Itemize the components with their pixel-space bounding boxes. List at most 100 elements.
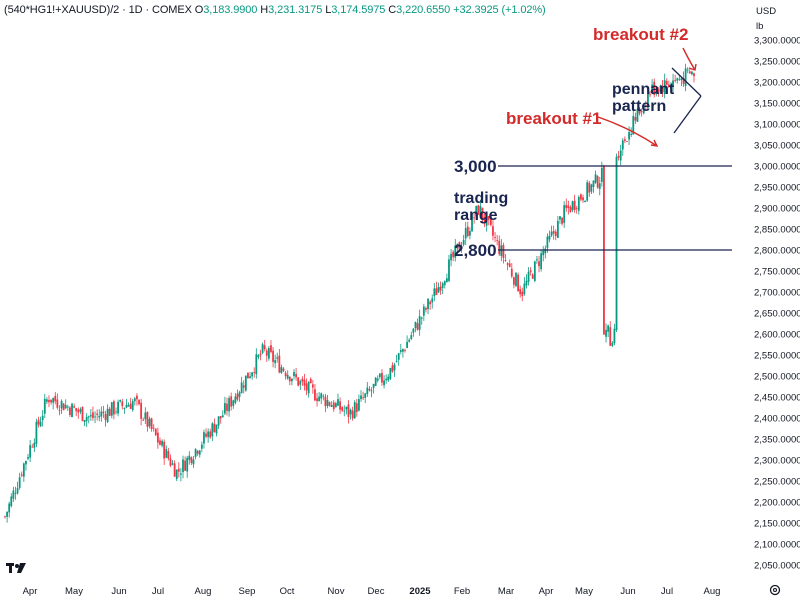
unit-label: lb [756, 21, 763, 32]
time-tick-label: Sep [239, 586, 256, 597]
candle-body [123, 407, 126, 409]
candle-body [6, 511, 8, 517]
candle-body [142, 419, 145, 421]
candle-body [301, 378, 304, 382]
candle-body [207, 431, 210, 438]
candle-body [559, 216, 561, 220]
candle-body [670, 84, 672, 89]
candle-body [638, 108, 641, 114]
candle-body [297, 377, 300, 386]
candle-body [479, 205, 482, 217]
trading-range-label-line1: trading [454, 190, 508, 207]
candle-body [393, 364, 396, 371]
candle-body [577, 196, 580, 211]
time-axis[interactable]: Apr May Jun Jul Aug Sep Oct Nov Dec 2025 Feb Mar Apr… [23, 586, 721, 597]
candle-body [303, 379, 306, 386]
candle-body [556, 220, 559, 238]
candle-body [318, 396, 321, 401]
price-axis[interactable]: 3,300.0000 3,250.0000 3,200.0000 3,150.0000… [754, 36, 800, 572]
candle-body [349, 409, 352, 415]
low-value: 3,174.5975 [331, 4, 386, 16]
candle-body [226, 403, 228, 411]
candle-body [485, 215, 488, 226]
candle-body [280, 367, 283, 373]
candle-body [328, 402, 331, 406]
open-value: 3,183.9900 [203, 4, 258, 16]
candle-body [563, 205, 566, 223]
price-tick-label: 2,850.0000 [754, 225, 800, 236]
time-tick-label: Jul [661, 586, 673, 597]
candle-body [330, 405, 333, 407]
candle-body [489, 218, 492, 225]
candle-body [87, 416, 90, 418]
candle-body [332, 402, 335, 410]
candle-body [43, 398, 46, 414]
candle-body [85, 416, 88, 421]
candle-body [89, 415, 92, 417]
candle-body [347, 404, 350, 417]
candle-body [504, 260, 507, 261]
candle-body [452, 251, 455, 258]
candle-body [688, 71, 691, 74]
candle-body [305, 383, 308, 391]
candle-body [156, 432, 159, 443]
candle-body [649, 94, 651, 96]
time-tick-label: Aug [704, 586, 721, 597]
candle-body [240, 382, 243, 393]
candle-body [429, 301, 432, 305]
price-tick-label: 2,400.0000 [754, 414, 800, 425]
candle-body [376, 378, 379, 381]
candle-body [494, 237, 496, 238]
candle-body [565, 204, 568, 209]
candle-body [642, 105, 645, 114]
candle-body [462, 239, 465, 245]
candle-body [165, 449, 168, 458]
ohlc-readout: O3,183.9900 H3,231.3175 L3,174.5975 C3,2… [195, 4, 546, 16]
candle-body [636, 108, 639, 122]
pennant-lower-line [673, 95, 702, 134]
candle-body [640, 111, 643, 113]
price-tick-label: 2,600.0000 [754, 330, 800, 341]
candle-body [175, 469, 178, 480]
candle-body [404, 349, 406, 351]
candle-body [110, 402, 113, 416]
candle-body [445, 278, 448, 283]
time-tick-label: Nov [328, 586, 345, 597]
candle-body [536, 259, 538, 261]
price-tick-label: 3,250.0000 [754, 57, 800, 68]
candle-body [619, 150, 622, 161]
symbol-label[interactable]: (540*HG1!+XAUUSD)/2 · 1D · COMEX [4, 4, 192, 16]
candle-body [659, 85, 662, 92]
candle-body [322, 395, 325, 397]
candle-body [399, 350, 402, 352]
candle-body [98, 415, 101, 418]
candle-body [188, 455, 191, 460]
candle-body [475, 206, 478, 217]
candle-body [611, 342, 614, 346]
time-tick-label: Feb [454, 586, 470, 597]
time-tick-label: Jun [111, 586, 126, 597]
candle-body [228, 398, 230, 412]
candle-body [173, 463, 176, 477]
tradingview-logo-icon[interactable] [6, 563, 26, 573]
candle-body [163, 441, 166, 459]
candle-body [498, 240, 501, 255]
candle-body [117, 401, 119, 414]
candle-body [209, 431, 212, 438]
candle-body [651, 84, 654, 92]
candle-body [79, 409, 82, 412]
candle-body [215, 424, 218, 434]
settings-gear-icon[interactable] [769, 584, 781, 596]
candle-body [554, 231, 557, 236]
candle-body [487, 216, 490, 220]
candle-body [4, 516, 6, 518]
candle-body [586, 182, 589, 201]
candle-body [14, 493, 17, 494]
candle-body [274, 360, 277, 364]
candle-body [512, 277, 515, 285]
level-2800-label: 2,800 [454, 241, 497, 260]
candle-body [682, 78, 685, 84]
candle-body [334, 403, 337, 407]
candle-body [655, 90, 658, 95]
